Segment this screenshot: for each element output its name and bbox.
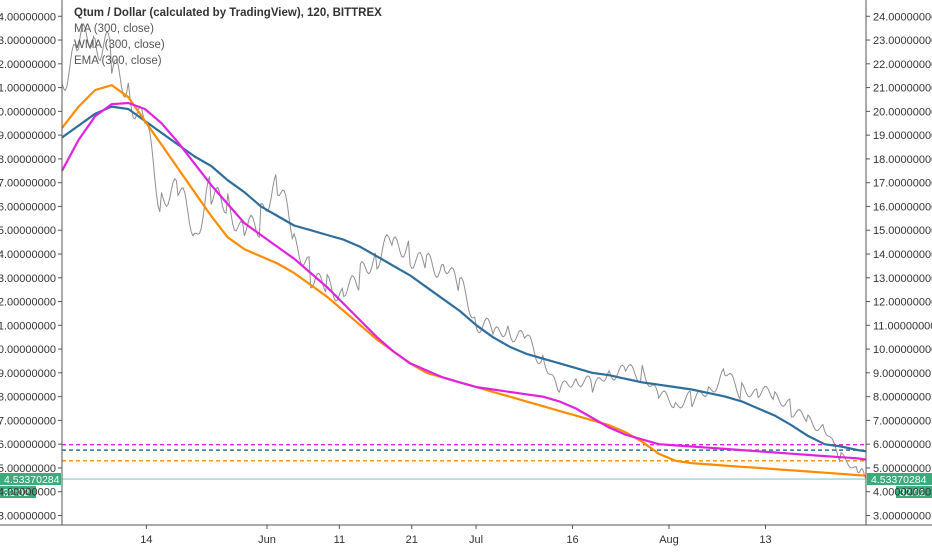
countdown-tag-left — [0, 486, 36, 499]
legend-ema[interactable]: EMA (300, close) — [74, 55, 162, 67]
left-tick-label: 16.00000000 — [0, 201, 56, 213]
right-tick-label: 19.00000000 — [873, 130, 932, 142]
indicator-line-3 — [61, 101, 867, 461]
right-tick-label: 15.00000000 — [873, 225, 932, 237]
right-tick-label: 24.00000000 — [873, 11, 932, 23]
left-tick-label: 6.00000000 — [0, 439, 56, 451]
left-tick-label: 14.00000000 — [0, 249, 56, 261]
left-price-axis: 3.00000000 4.00000000 5.00000000 6.00000000… — [0, 0, 63, 525]
reference-lines — [62, 443, 866, 480]
chart-legend: Qtum / Dollar (calculated by TradingView… — [74, 5, 382, 69]
countdown-label-right: 32:02 — [899, 487, 925, 499]
left-tick-label: 19.00000000 — [0, 130, 56, 142]
left-tick-label: 22.00000000 — [0, 59, 56, 71]
right-tick-label: 5.00000000 — [873, 463, 931, 475]
right-tick-label: 4.00000000 — [873, 487, 931, 499]
left-tick-label: 4.00000000 — [0, 487, 56, 499]
left-tick-label: 20.00000000 — [0, 106, 56, 118]
left-tick-label: 15.00000000 — [0, 225, 56, 237]
right-tick-label: 13.00000000 — [873, 273, 932, 285]
x-tick-label: 13 — [759, 534, 771, 546]
left-tick-label: 7.00000000 — [0, 415, 56, 427]
right-tick-label: 20.00000000 — [873, 106, 932, 118]
last-price-tag-right — [867, 473, 932, 486]
left-tick-label: 13.00000000 — [0, 273, 56, 285]
legend-ma[interactable]: MA (300, close) — [74, 23, 154, 35]
x-tick-label: 11 — [334, 534, 345, 546]
left-tick-label: 8.00000000 — [0, 392, 56, 404]
x-tick-label: Jun — [258, 534, 276, 546]
right-tick-label: 6.00000000 — [873, 439, 931, 451]
right-tick-label: 18.00000000 — [873, 154, 932, 166]
chart-title: Qtum / Dollar (calculated by TradingView… — [74, 7, 382, 19]
left-tick-label: 21.00000000 — [0, 83, 56, 95]
series-lines — [61, 23, 867, 478]
countdown-tag-right — [896, 486, 932, 499]
right-tick-label: 8.00000000 — [873, 392, 931, 404]
x-tick-label: Jul — [469, 534, 483, 546]
right-tick-label: 11.00000000 — [873, 320, 932, 332]
time-axis: 14 Jun 11 21 Jul 16 Aug 13 — [0, 524, 932, 546]
x-tick-label: Aug — [659, 534, 679, 546]
last-price-label-left: 4.53370284 — [4, 474, 60, 486]
last-price-tag-left — [0, 473, 61, 486]
right-price-axis: 3.00000000 4.00000000 5.00000000 6.00000000… — [865, 0, 932, 525]
right-tick-label: 21.00000000 — [873, 83, 932, 95]
right-tick-label: 22.00000000 — [873, 59, 932, 71]
right-tick-label: 3.00000000 — [873, 510, 931, 522]
left-tick-label: 9.00000000 — [0, 368, 56, 380]
x-tick-label: 14 — [140, 534, 152, 546]
indicator-line-1 — [61, 105, 867, 453]
right-tick-label: 12.00000000 — [873, 297, 932, 309]
left-tick-label: 23.00000000 — [0, 35, 56, 47]
left-tick-label: 5.00000000 — [0, 463, 56, 475]
right-tick-label: 23.00000000 — [873, 35, 932, 47]
left-tick-label: 18.00000000 — [0, 154, 56, 166]
left-tick-label: 3.00000000 — [0, 510, 56, 522]
indicator-line-2 — [61, 84, 867, 477]
last-price-label-right: 4.53370284 — [871, 474, 927, 486]
right-tick-label: 9.00000000 — [873, 368, 931, 380]
x-tick-label: 21 — [406, 534, 418, 546]
left-tick-label: 24.00000000 — [0, 11, 56, 23]
left-tick-label: 12.00000000 — [0, 297, 56, 309]
countdown-label-left: 32:02 — [3, 487, 29, 499]
legend-wma[interactable]: WMA (300, close) — [74, 39, 165, 51]
price-line — [61, 23, 867, 478]
left-tick-label: 17.00000000 — [0, 178, 56, 190]
right-tick-label: 14.00000000 — [873, 249, 932, 261]
x-tick-label: 16 — [566, 534, 578, 546]
right-tick-label: 17.00000000 — [873, 178, 932, 190]
right-tick-label: 16.00000000 — [873, 201, 932, 213]
right-tick-label: 10.00000000 — [873, 344, 932, 356]
left-tick-label: 10.00000000 — [0, 344, 56, 356]
right-tick-label: 7.00000000 — [873, 415, 931, 427]
left-tick-label: 11.00000000 — [0, 320, 56, 332]
